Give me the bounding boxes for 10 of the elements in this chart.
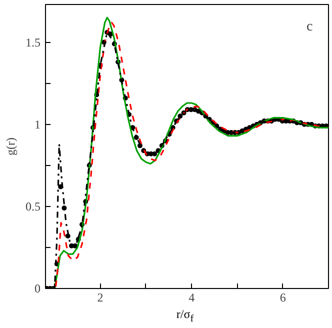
x-tick-label: 6	[280, 290, 286, 304]
y-tick-label: 0	[34, 282, 40, 296]
y-axis-title: g(r)	[4, 137, 18, 156]
x-tick-label: 2	[97, 290, 104, 304]
x-axis-title: r/σ$_{f}$	[175, 306, 195, 326]
y-tick-label: 1.5	[26, 35, 40, 50]
x-tick-label: 4	[188, 290, 195, 304]
annotation: c	[306, 20, 313, 34]
y-tick-label: 1	[34, 117, 40, 132]
y-tick-label: 0.5	[26, 199, 40, 214]
